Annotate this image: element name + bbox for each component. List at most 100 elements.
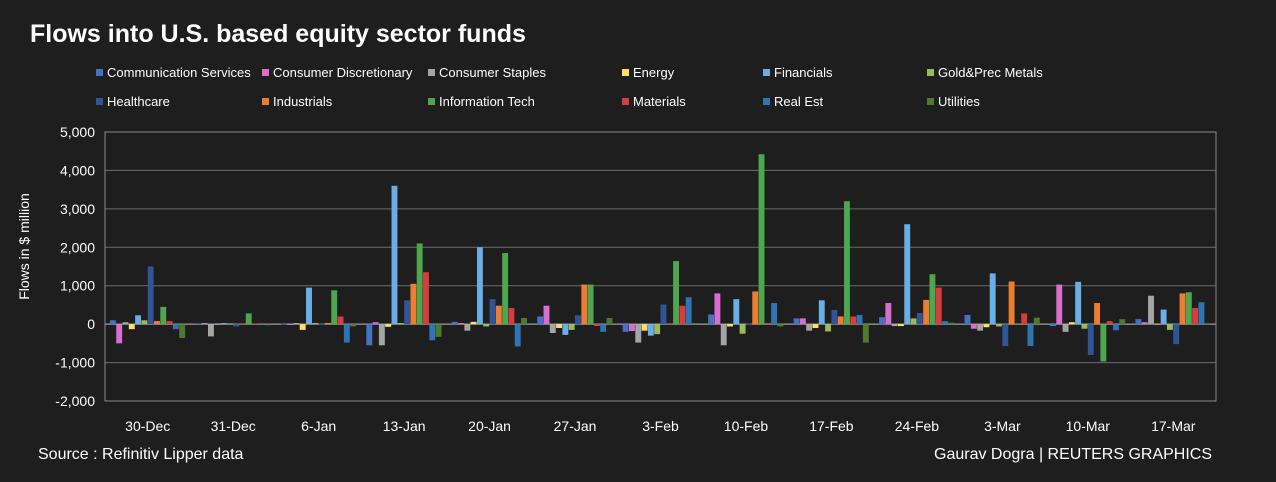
axes <box>104 131 1217 402</box>
y-tick-label: 3,000 <box>60 201 95 217</box>
chart-title: Flows into U.S. based equity sector fund… <box>30 20 526 48</box>
bar <box>641 324 648 331</box>
legend-item: Communication Services <box>96 65 251 80</box>
x-tick-label: 20-Jan <box>468 418 511 434</box>
bar <box>1021 313 1028 325</box>
bar <box>366 324 373 346</box>
bar <box>825 324 832 332</box>
bar <box>799 318 806 325</box>
bar <box>793 318 800 325</box>
legend-swatch <box>428 69 435 76</box>
bar <box>758 154 765 325</box>
legend-label: Industrials <box>273 94 333 109</box>
bar <box>404 300 411 325</box>
bar <box>1027 324 1034 347</box>
bar <box>977 324 984 331</box>
x-tick-label: 30-Dec <box>125 418 170 434</box>
legend-swatch <box>96 69 103 76</box>
y-axis-label: Flows in $ million <box>16 193 32 300</box>
bar <box>897 324 904 327</box>
x-tick-label: 17-Mar <box>1151 418 1196 434</box>
bar <box>537 316 544 325</box>
bar <box>312 322 319 325</box>
bar <box>252 323 258 325</box>
bar <box>350 324 357 327</box>
bar <box>1141 322 1148 325</box>
bar <box>521 317 527 325</box>
legend-label: Healthcare <box>107 94 170 109</box>
legend-item: Healthcare <box>96 94 170 109</box>
bar <box>593 324 600 327</box>
bar <box>739 324 746 334</box>
bar <box>135 315 142 325</box>
bar <box>1033 317 1040 325</box>
bar <box>195 323 202 325</box>
legend-label: Consumer Discretionary <box>273 65 413 80</box>
bar <box>549 324 556 333</box>
bar <box>337 316 344 325</box>
legend-item: Real Est <box>763 94 823 109</box>
bar <box>293 322 300 325</box>
bar <box>575 315 581 325</box>
bar <box>587 284 594 325</box>
bar <box>201 322 208 325</box>
bar <box>862 324 869 343</box>
source-note: Source : Refinitiv Lipper data <box>38 446 244 463</box>
bar <box>996 324 1002 327</box>
bar <box>916 313 923 325</box>
y-tick-label: -2,000 <box>55 393 95 409</box>
bar <box>147 266 154 325</box>
bar <box>476 247 483 325</box>
x-tick-label: 31-Dec <box>211 418 256 434</box>
bar <box>416 243 423 325</box>
legend-item: Industrials <box>262 94 332 109</box>
bar <box>1119 319 1126 325</box>
bar <box>1192 308 1199 325</box>
bar <box>324 322 331 325</box>
bar <box>948 322 955 325</box>
bar <box>660 304 667 325</box>
bar <box>154 321 160 325</box>
bar <box>1075 281 1082 325</box>
y-tick-labels: -2,000 -1,000 0 1,000 2,000 3,000 4,000 5,000 <box>55 124 95 409</box>
bar <box>777 324 784 327</box>
bar <box>160 306 167 325</box>
bar <box>581 284 588 325</box>
bar <box>647 324 654 336</box>
bar <box>891 324 898 327</box>
bar <box>1050 324 1056 327</box>
bar <box>556 324 563 328</box>
bar <box>166 321 173 325</box>
bar <box>378 324 385 346</box>
bar <box>727 324 733 327</box>
bar <box>812 324 819 328</box>
bar <box>568 324 575 330</box>
bar <box>451 321 458 325</box>
x-tick-label: 13-Jan <box>383 418 426 434</box>
bar <box>1198 302 1205 325</box>
bar <box>923 299 930 325</box>
bar <box>464 324 471 331</box>
legend-item: Gold&Prec Metals <box>927 65 1043 80</box>
bar <box>109 320 116 325</box>
y-tick-label: 2,000 <box>60 239 95 255</box>
x-tick-label: 17-Feb <box>809 418 854 434</box>
bar <box>771 303 778 325</box>
x-tick-label: 10-Feb <box>724 418 769 434</box>
legend-item: Utilities <box>927 94 980 109</box>
bar <box>970 324 977 329</box>
bar <box>1056 284 1063 325</box>
bar <box>733 299 740 325</box>
bar <box>708 314 715 325</box>
bar <box>929 274 936 325</box>
legend-label: Consumer Staples <box>439 65 546 80</box>
bar <box>831 309 838 325</box>
bar <box>429 324 436 341</box>
bar <box>233 324 240 327</box>
bar <box>562 324 569 335</box>
bar <box>904 224 911 325</box>
legend-label: Information Tech <box>439 94 535 109</box>
bar <box>1154 323 1161 325</box>
legend-label: Communication Services <box>107 65 251 80</box>
bar <box>280 323 287 325</box>
